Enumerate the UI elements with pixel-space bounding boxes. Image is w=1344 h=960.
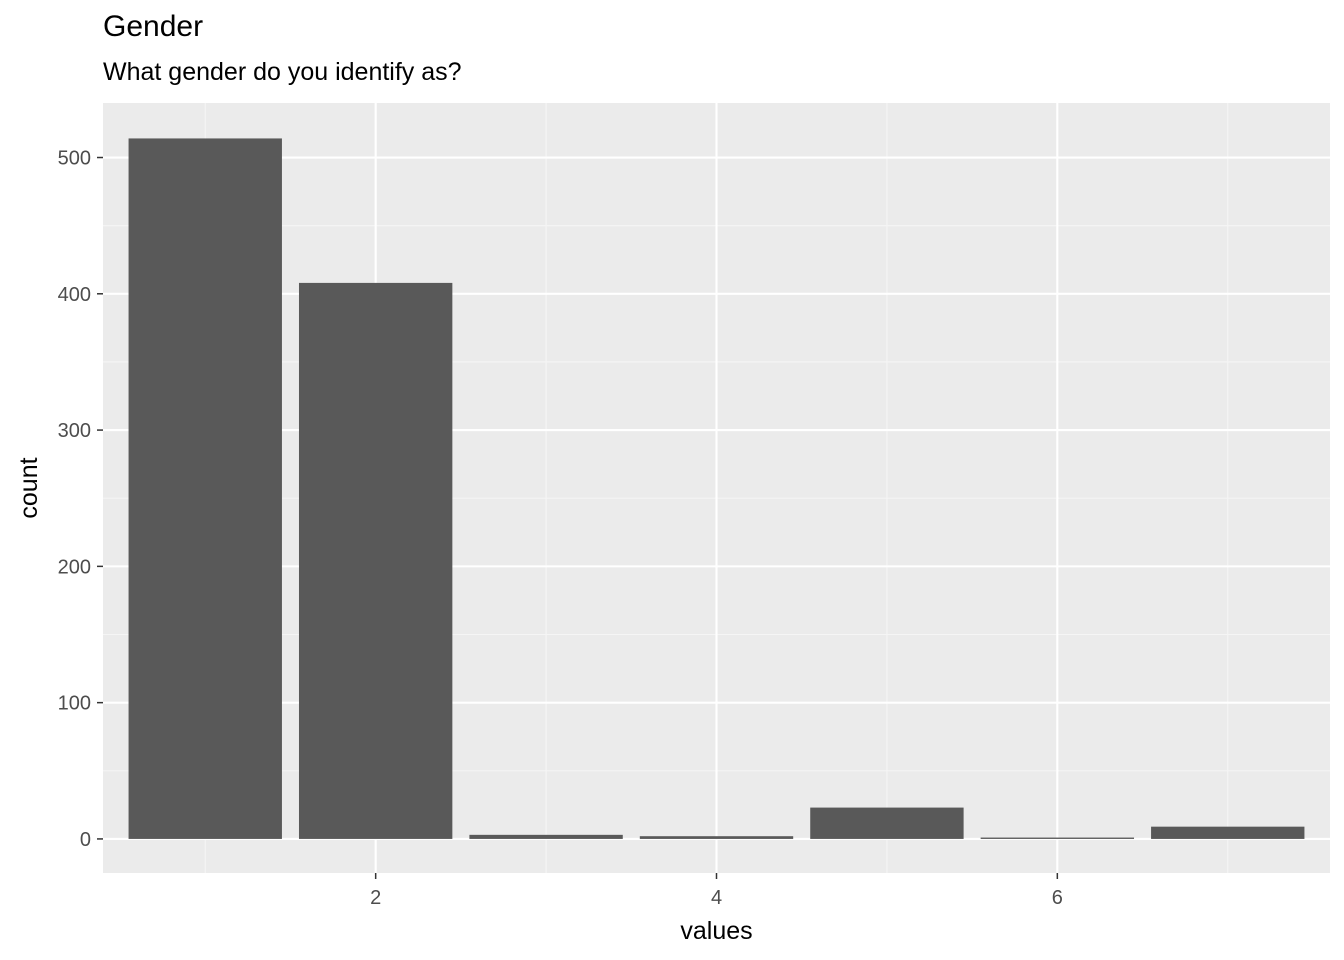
bars [128, 138, 1305, 839]
y-tick-label: 500 [58, 148, 91, 170]
y-tick-label: 400 [58, 284, 91, 306]
bar-6 [980, 837, 1135, 839]
bar-3 [469, 834, 623, 839]
bar-2 [298, 282, 453, 839]
y-tick-label: 300 [58, 420, 91, 442]
y-tick-label: 0 [80, 829, 91, 851]
x-tick-label: 4 [711, 887, 722, 909]
y-tick-label: 200 [58, 556, 91, 578]
y-axis-title: count [15, 457, 43, 518]
bar-5 [810, 807, 964, 839]
x-tick-label: 2 [370, 887, 381, 909]
x-axis: 2 4 6 [370, 873, 1063, 909]
bar-1 [128, 138, 282, 839]
x-tick-label: 6 [1052, 887, 1063, 909]
bar-7 [1151, 826, 1305, 839]
chart-subtitle: What gender do you identify as? [103, 58, 462, 86]
y-axis: 0 100 200 300 400 500 [58, 148, 103, 851]
bar-4 [639, 836, 794, 839]
chart-title: Gender [103, 10, 204, 43]
x-axis-title: values [680, 917, 752, 945]
y-tick-label: 100 [58, 693, 91, 715]
